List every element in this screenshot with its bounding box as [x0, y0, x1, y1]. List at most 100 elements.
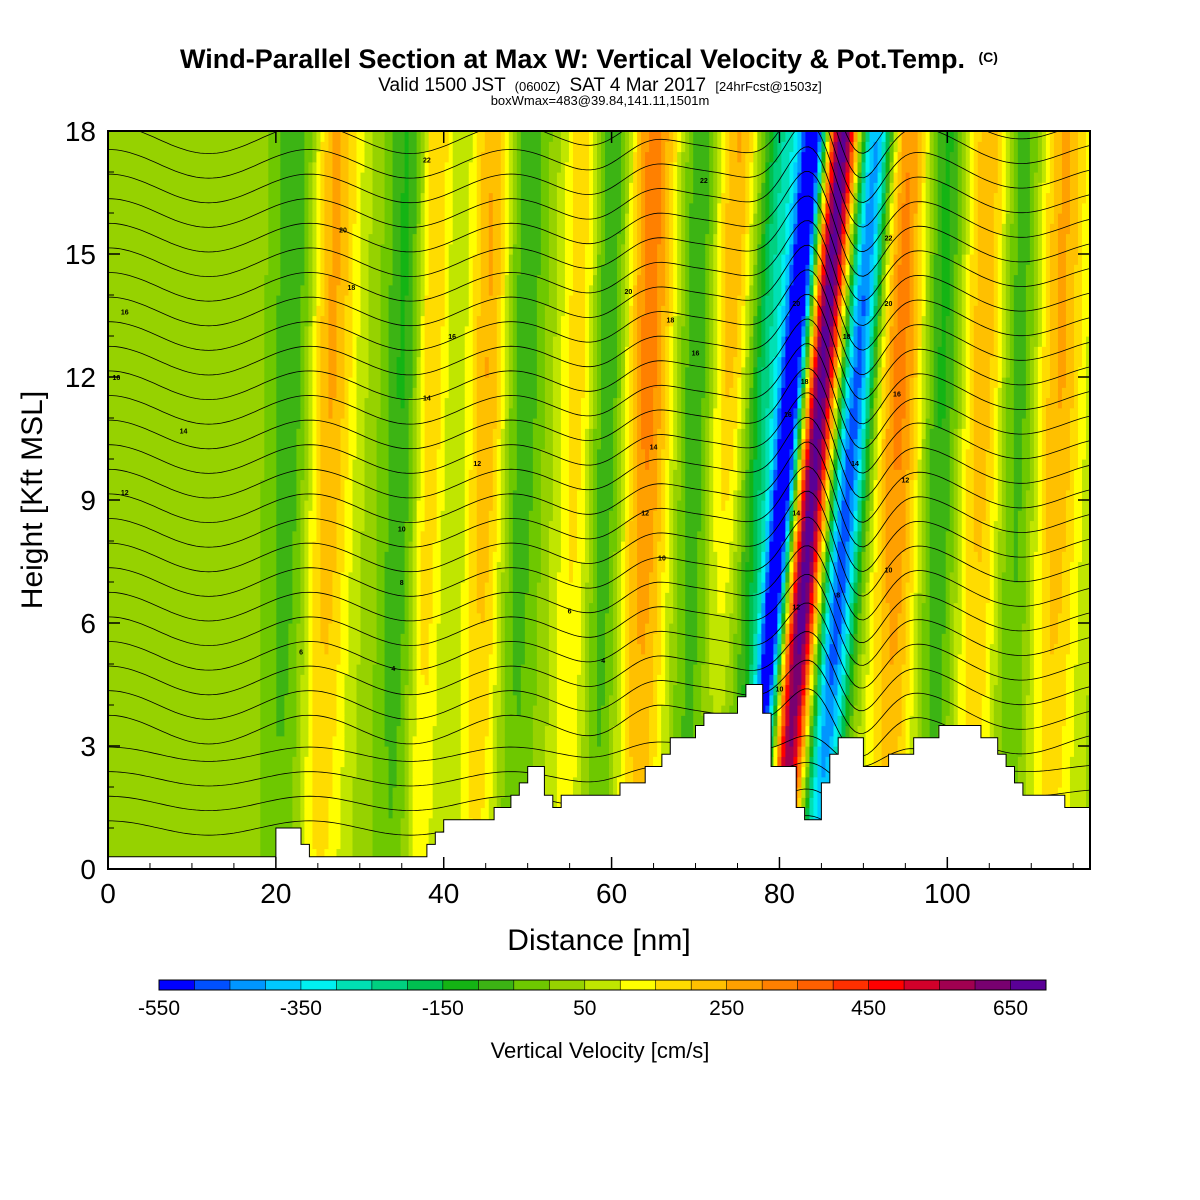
velocity-cell: [989, 561, 995, 573]
velocity-cell: [993, 623, 999, 634]
velocity-cell: [713, 520, 734, 532]
velocity-cell: [492, 694, 502, 706]
velocity-cell: [873, 735, 883, 747]
velocity-cell: [1037, 418, 1043, 429]
velocity-cell: [929, 459, 951, 470]
velocity-cell: [1049, 551, 1063, 563]
velocity-cell: [292, 561, 301, 573]
velocity-cell: [516, 407, 538, 419]
velocity-cell: [825, 756, 831, 768]
velocity-cell: [625, 674, 630, 686]
velocity-cell: [861, 459, 867, 470]
velocity-cell: [765, 623, 778, 634]
velocity-cell: [909, 489, 915, 501]
velocity-cell: [108, 541, 261, 552]
velocity-cell: [845, 418, 851, 429]
velocity-cell: [817, 520, 823, 532]
velocity-cell: [877, 418, 883, 429]
velocity-cell: [909, 715, 919, 727]
velocity-cell: [540, 510, 554, 522]
velocity-cell: [588, 448, 594, 460]
velocity-cell: [320, 428, 342, 440]
velocity-cell: [861, 551, 867, 563]
velocity-cell: [372, 807, 390, 819]
velocity-cell: [1049, 602, 1063, 614]
velocity-cell: [965, 479, 975, 491]
velocity-cell: [504, 561, 510, 573]
velocity-cell: [276, 684, 289, 696]
velocity-cell: [460, 633, 470, 645]
velocity-cell: [825, 592, 831, 604]
velocity-cell: [861, 633, 867, 645]
velocity-cell: [765, 602, 778, 614]
velocity-cell: [588, 623, 598, 634]
velocity-cell: [1069, 407, 1079, 419]
velocity-cell: [388, 541, 406, 552]
velocity-cell: [697, 633, 706, 645]
velocity-cell: [276, 694, 285, 706]
velocity-cell: [1001, 510, 1007, 522]
velocity-cell: [877, 541, 883, 552]
velocity-cell: [492, 551, 502, 563]
velocity-cell: [108, 438, 265, 450]
velocity-cell: [352, 541, 362, 552]
velocity-cell: [1013, 500, 1023, 511]
velocity-cell: [296, 623, 305, 634]
velocity-cell: [1021, 489, 1027, 501]
velocity-cell: [1025, 746, 1035, 757]
velocity-cell: [376, 448, 390, 460]
velocity-cell: [881, 705, 903, 716]
velocity-cell: [769, 756, 774, 768]
velocity-cell: [1041, 623, 1051, 634]
velocity-cell: [1033, 551, 1043, 563]
velocity-cell: [496, 725, 506, 737]
velocity-cell: [512, 633, 526, 645]
velocity-cell: [737, 561, 742, 573]
velocity-cell: [621, 500, 626, 511]
velocity-cell: [869, 520, 875, 532]
velocity-cell: [300, 407, 305, 419]
velocity-cell: [416, 500, 426, 511]
velocity-cell: [1081, 500, 1090, 511]
velocity-cell: [761, 500, 766, 511]
velocity-cell: [665, 479, 670, 491]
velocity-cell: [613, 633, 618, 645]
velocity-cell: [961, 489, 967, 501]
velocity-cell: [316, 418, 322, 429]
velocity-cell: [424, 459, 438, 470]
velocity-cell: [332, 571, 342, 583]
velocity-cell: [408, 828, 414, 839]
velocity-cell: [621, 407, 626, 419]
velocity-cell: [925, 448, 931, 460]
velocity-cell: [1045, 469, 1071, 481]
velocity-cell: [769, 459, 774, 470]
velocity-cell: [1077, 407, 1087, 419]
velocity-cell: [929, 694, 943, 706]
velocity-cell: [673, 571, 678, 583]
velocity-cell: [953, 438, 959, 450]
velocity-cell: [821, 664, 827, 675]
velocity-cell: [829, 612, 835, 624]
velocity-cell: [853, 623, 859, 634]
velocity-cell: [829, 469, 835, 481]
velocity-cell: [260, 602, 277, 614]
velocity-cell: [965, 602, 987, 614]
velocity-cell: [584, 684, 590, 696]
velocity-cell: [408, 674, 414, 686]
velocity-cell: [568, 561, 574, 573]
velocity-cell: [296, 479, 301, 491]
velocity-cell: [464, 459, 474, 470]
velocity-cell: [504, 438, 510, 450]
velocity-cell: [580, 643, 586, 655]
velocity-cell: [961, 643, 967, 655]
velocity-cell: [436, 489, 446, 501]
velocity-cell: [965, 541, 975, 552]
velocity-cell: [793, 479, 799, 491]
velocity-cell: [580, 756, 590, 768]
velocity-cell: [801, 664, 807, 675]
velocity-cell: [601, 725, 610, 737]
velocity-cell: [917, 530, 923, 542]
velocity-cell: [709, 653, 730, 665]
velocity-cell: [609, 746, 614, 757]
velocity-cell: [496, 643, 502, 655]
